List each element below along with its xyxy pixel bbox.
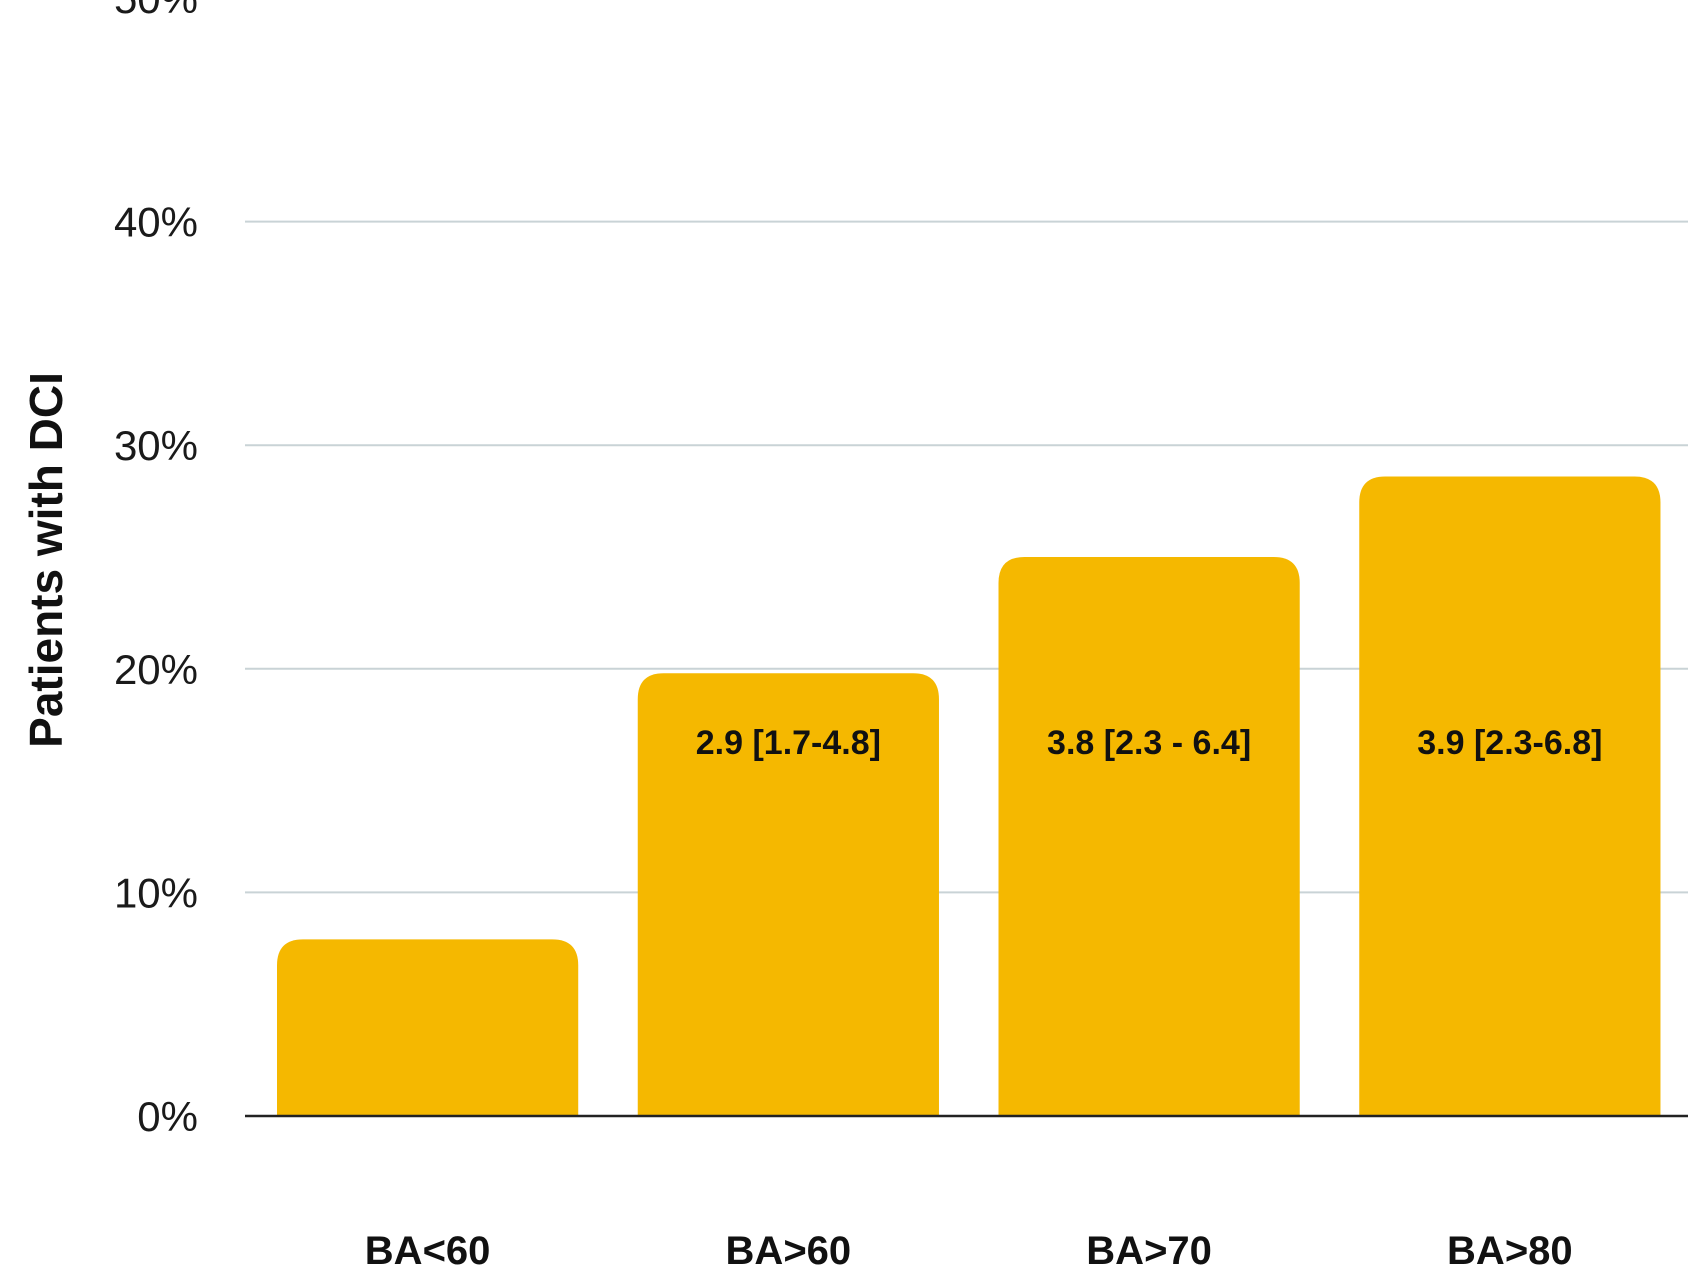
x-tick-label: BA>60 xyxy=(726,1229,852,1273)
y-tick-label: 10% xyxy=(114,869,198,916)
y-tick-label: 30% xyxy=(114,422,198,469)
x-tick-label: BA>70 xyxy=(1086,1229,1212,1273)
x-tick-label: BA<60 xyxy=(365,1229,491,1273)
y-axis-title: Patients with DCI xyxy=(20,372,72,748)
bar-value-label: 3.9 [2.3-6.8] xyxy=(1417,724,1602,762)
bar-value-labels: 2.9 [1.7-4.8] 3.8 [2.3 - 6.4] 3.9 [2.3-6.8… xyxy=(696,724,1603,762)
bars xyxy=(277,476,1661,1116)
bar-value-label: 3.8 [2.3 - 6.4] xyxy=(1047,724,1251,762)
y-tick-label: 40% xyxy=(114,199,198,246)
bar xyxy=(1359,476,1661,1116)
y-axis-ticks: 0% 10% 20% 30% 40% 50% xyxy=(114,0,198,1140)
y-tick-label: 20% xyxy=(114,646,198,693)
bar xyxy=(637,673,939,1116)
bar xyxy=(998,557,1300,1116)
bar xyxy=(277,939,579,1116)
y-tick-label: 50% xyxy=(114,0,198,22)
y-tick-label: 0% xyxy=(137,1093,198,1140)
bar-value-label: 2.9 [1.7-4.8] xyxy=(696,724,881,762)
x-axis-ticks: BA<60 BA>60 BA>70 BA>80 xyxy=(365,1229,1573,1273)
x-tick-label: BA>80 xyxy=(1447,1229,1573,1273)
